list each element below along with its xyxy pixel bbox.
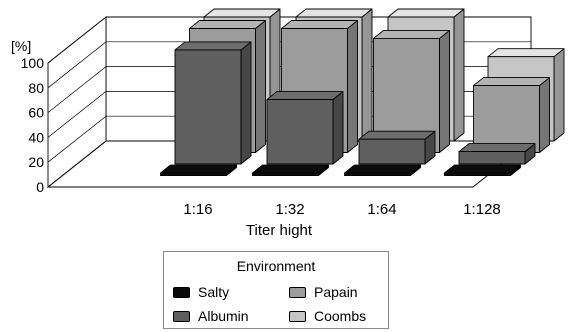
bar-albumin-1:32 — [266, 91, 344, 165]
x-axis-title: Titer hight — [246, 222, 313, 239]
bar-salty-1:128 — [444, 164, 521, 176]
x-tick-label: 1:128 — [463, 201, 501, 218]
y-tick-label: 20 — [28, 154, 44, 170]
bar-salty-1:64 — [344, 164, 421, 176]
legend-title: Environment — [236, 258, 316, 274]
legend-label-papain: Papain — [314, 284, 358, 300]
legend-swatch-albumin — [173, 310, 190, 322]
legend-item-coombs: Coombs — [289, 308, 366, 324]
y-tick-label: 0 — [36, 179, 44, 195]
x-tick-label: 1:64 — [367, 201, 396, 218]
bar-albumin-1:64 — [358, 130, 436, 165]
y-tick-label: 60 — [28, 105, 44, 121]
bar-albumin-1:16 — [174, 41, 252, 165]
y-unit-label: [%] — [11, 38, 31, 54]
legend-item-albumin: Albumin — [173, 308, 249, 324]
chart: 0 20 40 60 80 100 1:16 1:32 1:64 1:128 [%] Titer … — [11, 8, 565, 239]
y-tick-label: 40 — [28, 129, 44, 145]
legend-label-albumin: Albumin — [198, 308, 249, 324]
legend-label-coombs: Coombs — [314, 308, 367, 324]
legend: Environment Salty Papain Albumin Coombs — [163, 251, 389, 329]
x-tick-label: 1:16 — [183, 201, 212, 218]
bar-salty-1:16 — [160, 164, 237, 176]
legend-item-papain: Papain — [289, 284, 358, 300]
chart-bars — [160, 8, 565, 176]
legend-swatch-coombs — [289, 310, 306, 322]
bar-albumin-1:128 — [458, 143, 536, 165]
y-tick-label: 80 — [28, 80, 44, 96]
bar-salty-1:32 — [252, 164, 329, 176]
legend-label-salty: Salty — [198, 284, 230, 300]
bar-papain-1:128 — [473, 77, 550, 153]
x-tick-label: 1:32 — [275, 201, 304, 218]
legend-swatch-salty — [173, 286, 190, 298]
chart-axes: 0 20 40 60 80 100 1:16 1:32 1:64 1:128 — [21, 55, 501, 218]
legend-swatch-papain — [289, 286, 306, 298]
legend-item-salty: Salty — [173, 284, 229, 300]
y-tick-label: 100 — [21, 55, 45, 71]
